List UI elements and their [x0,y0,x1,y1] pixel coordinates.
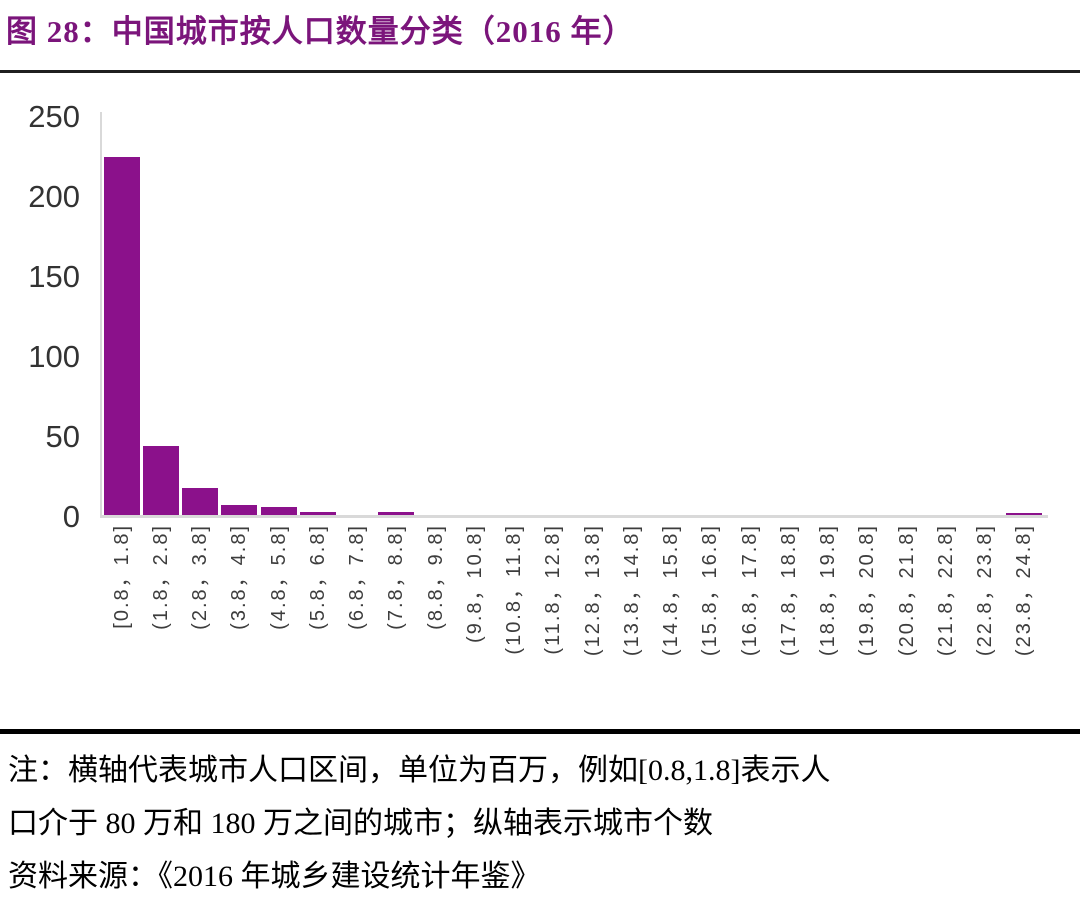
note-line-1: 注：横轴代表城市人口区间，单位为百万，例如[0.8,1.8]表示人 [8,754,831,787]
x-axis-label: (23.8，24.8] [1013,524,1035,657]
x-axis-label: (22.8，23.8] [974,524,996,657]
note-divider [0,729,1080,734]
title-divider [0,70,1080,73]
x-axis-label: (4.8，5.8] [268,524,290,630]
note-line-2: 口介于 80 万和 180 万之间的城市；纵轴表示城市个数 [8,807,713,840]
x-axis-label: (7.8，8.8] [385,524,407,630]
histogram-bar [378,512,414,515]
x-axis-label: (11.8，12.8] [542,524,564,655]
histogram-bar [143,446,179,515]
histogram-bar [221,505,257,515]
y-axis-label: 200 [28,179,80,214]
histogram-bar [104,157,140,515]
y-axis-label: 50 [45,419,80,454]
x-axis-label: (20.8，21.8] [896,524,918,657]
y-axis-label: 100 [28,339,80,374]
x-axis-label: (12.8，13.8] [582,524,604,657]
y-axis-line [100,112,102,518]
x-axis-label: (18.8，19.8] [817,524,839,657]
x-axis-label: (13.8，14.8] [621,524,643,657]
x-axis-label: [0.8，1.8] [111,524,133,629]
histogram-bar [261,507,297,515]
x-axis-label: (16.8，17.8] [739,524,761,657]
x-axis-label: (15.8，16.8] [699,524,721,657]
histogram-bar [300,512,336,515]
x-axis-label: (10.8，11.8] [503,524,525,655]
y-axis-label: 150 [28,259,80,294]
x-axis-label: (3.8，4.8] [228,524,250,630]
y-axis-label: 250 [28,99,80,134]
x-axis-label: (1.8，2.8] [150,524,172,630]
histogram-bar [182,488,218,515]
x-axis-label: (17.8，18.8] [778,524,800,657]
y-axis-label: 0 [62,499,80,534]
chart-note: 注：横轴代表城市人口区间，单位为百万，例如[0.8,1.8]表示人 口介于 80… [8,744,1072,903]
x-axis-label: (21.8，22.8] [935,524,957,657]
histogram-bar [1006,513,1042,515]
x-axis-label: (19.8，20.8] [856,524,878,657]
x-axis-label: (6.8，7.8] [346,524,368,630]
x-axis-label: (14.8，15.8] [660,524,682,657]
x-axis-label: (2.8，3.8] [189,524,211,630]
bar-chart: 0 50 100 150 200 250 [0.8，1.8] (1.8，2.8] (2.8，3.… [28,99,1048,657]
source-line: 资料来源：《2016 年城乡建设统计年鉴》 [8,860,541,893]
x-axis-label: (9.8，10.8] [464,524,486,643]
x-axis-label: (5.8，6.8] [307,524,329,630]
figure-title: 图 28：中国城市按人口数量分类（2016 年） [6,14,635,49]
x-axis-label: (8.8，9.8] [425,524,447,630]
x-axis-line [100,515,1048,518]
